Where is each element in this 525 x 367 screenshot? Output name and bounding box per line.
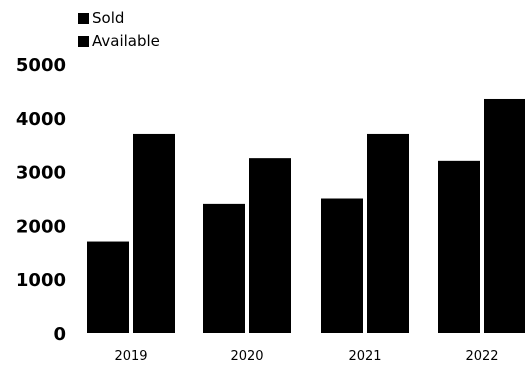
x-tick-label: 2022 (465, 349, 498, 364)
legend: Sold Available (78, 7, 160, 53)
bar-sold-2019 (87, 241, 129, 333)
x-tick-label: 2021 (348, 349, 381, 364)
legend-swatch-available (78, 36, 89, 47)
bar-sold-2021 (321, 198, 363, 333)
bar-available-2021 (367, 133, 409, 333)
legend-swatch-sold (78, 13, 89, 24)
y-tick-label: 0 (53, 324, 66, 345)
legend-item-sold: Sold (78, 7, 160, 30)
x-tick-label: 2019 (114, 349, 147, 364)
legend-label-available: Available (92, 32, 160, 50)
legend-label-sold: Sold (92, 9, 125, 27)
bar-sold-2020 (203, 203, 245, 333)
y-tick-label: 1000 (16, 270, 66, 291)
x-tick-label: 2020 (230, 349, 263, 364)
bar-available-2019 (133, 133, 175, 333)
y-tick-label: 4000 (16, 109, 66, 130)
bar-sold-2022 (438, 160, 480, 333)
bar-available-2022 (484, 98, 525, 333)
y-tick-label: 5000 (16, 55, 66, 76)
y-tick-label: 3000 (16, 163, 66, 184)
y-tick-label: 2000 (16, 216, 66, 237)
legend-item-available: Available (78, 30, 160, 53)
bar-available-2020 (249, 158, 291, 333)
